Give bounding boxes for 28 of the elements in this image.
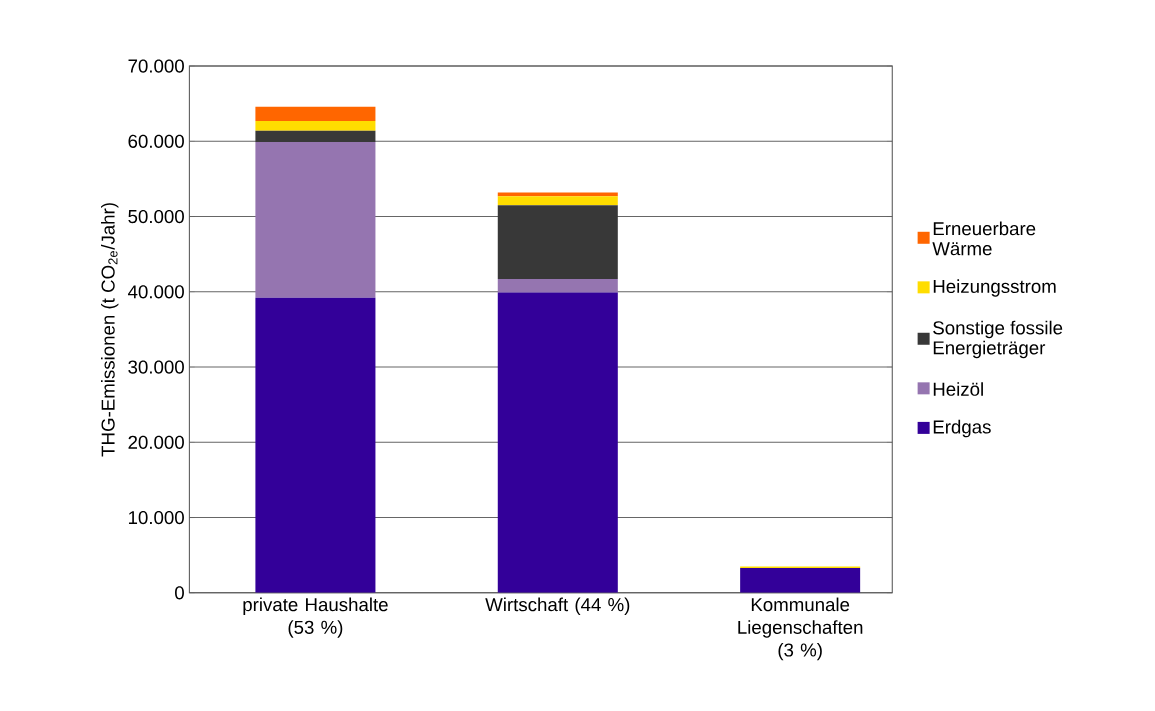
- y-tick-label: 10.000: [128, 511, 184, 525]
- bar: [740, 568, 861, 593]
- x-tick-label: Wirtschaft (44 %): [485, 597, 630, 616]
- legend-label: Erdgas: [933, 419, 991, 438]
- bar: [255, 121, 376, 131]
- y-tick-label: 60.000: [128, 134, 184, 148]
- legend-label: Erneuerbare Wärme: [932, 221, 1036, 256]
- x-tick-label: Kommunale Liegenschaften (3 %): [738, 597, 863, 661]
- bar: [497, 279, 618, 293]
- bar: [255, 106, 376, 122]
- y-tick-label: 50.000: [128, 209, 184, 224]
- y-tick-label: 30.000: [128, 360, 184, 374]
- bar: [497, 205, 618, 280]
- bar: [497, 292, 618, 593]
- bar: [255, 297, 376, 593]
- y-tick-label: 40.000: [127, 285, 184, 299]
- legend-label: Sonstige fossile Energieträger: [933, 320, 1063, 359]
- bar: [497, 196, 618, 206]
- legend-label: Heizungsstrom: [933, 279, 1056, 297]
- y-tick-label: 20.000: [128, 435, 184, 449]
- bar: [255, 130, 376, 143]
- y-tick-label: 0: [175, 586, 184, 600]
- bar: [497, 192, 618, 197]
- y-axis-title: THG-Emissionen (t CO$_{2e}$/Jahr): [101, 203, 119, 457]
- x-tick-label: private Haushalte (53 %): [243, 597, 388, 638]
- bar: [255, 142, 376, 298]
- legend-label: Heizöl: [933, 382, 983, 396]
- y-tick-label: 70.000: [128, 59, 184, 73]
